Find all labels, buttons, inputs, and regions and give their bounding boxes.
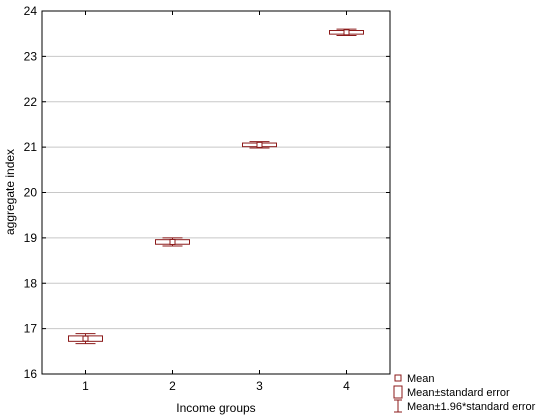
x-tick-label: 4 [343,379,350,393]
y-axis: 16 17 18 19 20 21 22 23 24 [24,4,390,381]
x-axis: 1 2 3 4 [82,11,350,393]
group-4-marks [329,28,364,37]
legend-item: Mean [394,373,435,385]
x-tick-label: 1 [82,379,89,393]
group-3-marks [242,141,277,149]
y-axis-label: aggregate index [3,149,17,235]
y-tick-label: 18 [24,276,38,290]
y-tick-label: 22 [24,95,38,109]
legend: Mean Mean±standard error Mean±1.96*standar… [393,373,536,413]
group-1-marks [68,333,103,345]
y-tick-label: 21 [24,140,38,154]
y-tick-label: 24 [24,4,38,18]
mean-marker [256,141,263,148]
y-tick-label: 23 [24,49,38,63]
data-marks [68,28,364,345]
legend-label: Mean±standard error [407,387,510,399]
legend-item: Mean±1.96*standard error [394,399,536,413]
y-tick-label: 20 [24,186,38,200]
plot-grid [42,55,390,330]
legend-item: Mean±standard error [393,385,510,399]
legend-mean-symbol [394,374,402,382]
mean-marker [343,29,350,36]
legend-label: Mean±1.96*standard error [407,401,536,413]
x-tick-label: 2 [169,379,176,393]
y-tick-label: 17 [24,322,38,336]
x-tick-label: 3 [256,379,263,393]
y-tick-label: 19 [24,231,38,245]
mean-marker [169,238,176,245]
mean-marker [82,335,89,342]
y-tick-label: 16 [24,367,38,381]
legend-label: Mean [407,373,435,385]
x-axis-label: Income groups [176,401,255,415]
legend-se-symbol [393,385,403,399]
group-2-marks [155,237,190,247]
